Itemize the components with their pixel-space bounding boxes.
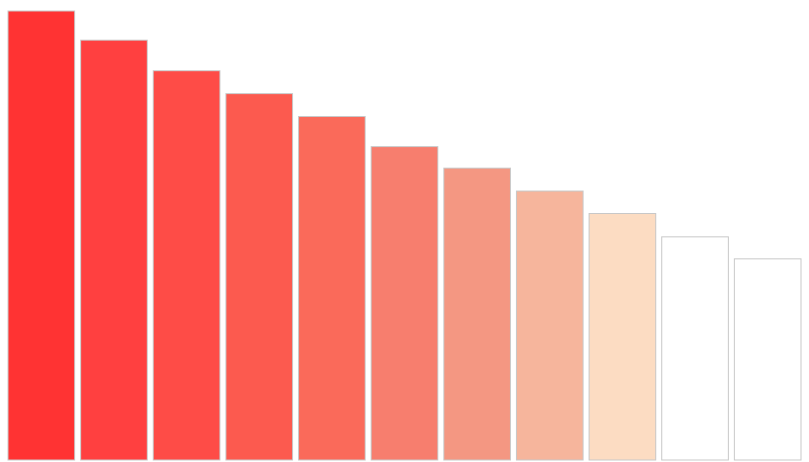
bar-3 (152, 70, 221, 461)
bar-7 (443, 167, 511, 461)
bar-5 (298, 116, 366, 461)
bar-10 (661, 236, 729, 461)
bar-9 (588, 213, 657, 461)
bar-1 (7, 10, 76, 461)
bar-2 (80, 39, 148, 461)
bar-4 (225, 93, 294, 461)
bar-8 (515, 190, 584, 461)
bar-6 (370, 146, 439, 461)
bar-11 (733, 258, 802, 461)
